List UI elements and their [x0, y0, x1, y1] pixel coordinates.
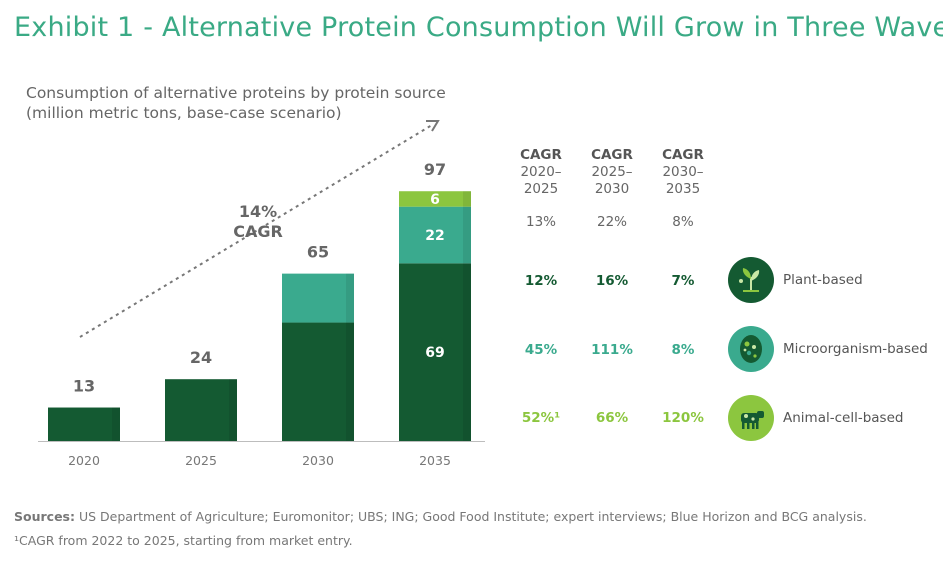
cagr-header-period-start: 2020–	[520, 164, 562, 180]
chart-subtitle: Consumption of alternative proteins by p…	[26, 83, 446, 123]
cagr-header-title: CAGR	[662, 147, 704, 163]
cagr-plant-2030-2035: 7%	[671, 273, 695, 289]
bar-shade	[346, 322, 354, 441]
legend-label-micro: Microorganism-based	[783, 341, 928, 357]
cagr-total-2025-2030: 22%	[596, 214, 627, 230]
legend-label-plant: Plant-based	[783, 272, 863, 288]
cagr-animal-2025-2030: 66%	[595, 410, 629, 426]
bar-shade	[229, 379, 237, 441]
total-label-2025: 24	[190, 348, 212, 367]
bar-shade	[112, 407, 120, 441]
sources-note: Sources: US Department of Agriculture; E…	[14, 509, 867, 524]
cagr-animal-2030-2035: 120%	[662, 410, 704, 426]
x-tick-label-2035: 2035	[419, 453, 451, 468]
cagr-plant-2020-2025: 12%	[524, 273, 558, 289]
trend-label-rate: 14%	[239, 202, 277, 221]
cagr-header-2020-2025: CAGR 2020– 2025	[511, 147, 571, 198]
bar-shade	[463, 206, 471, 264]
cagr-header-title: CAGR	[591, 147, 633, 163]
cagr-header-title: CAGR	[520, 147, 562, 163]
bar-shade	[346, 273, 354, 323]
cagr-micro-2030-2035: 8%	[671, 342, 695, 358]
x-tick-label-2020: 2020	[68, 453, 100, 468]
exhibit-title: Exhibit 1 - Alternative Protein Consumpt…	[14, 12, 943, 43]
cagr-animal-2020-2025: 52%¹	[521, 410, 561, 426]
total-label-2035: 97	[424, 160, 446, 179]
microorganism-icon	[728, 326, 774, 372]
segment-label-animal-cell-based: 6	[430, 192, 440, 208]
subtitle-line-2: (million metric tons, base-case scenario…	[26, 104, 342, 122]
total-label-2020: 13	[73, 377, 95, 396]
cagr-micro-2025-2030: 111%	[591, 342, 633, 358]
sources-label: Sources:	[14, 509, 75, 524]
cow-icon	[728, 395, 774, 441]
cagr-header-period-end: 2025	[523, 181, 559, 197]
cagr-total-2030-2035: 8%	[672, 214, 694, 230]
cagr-header-2030-2035: CAGR 2030– 2035	[653, 147, 713, 198]
x-tick-label-2025: 2025	[185, 453, 217, 468]
cagr-total-2020-2025: 13%	[525, 214, 556, 230]
sources-text: US Department of Agriculture; Euromonito…	[74, 509, 867, 524]
bar-shade	[463, 263, 471, 441]
trend-arrow-line	[79, 124, 433, 338]
cagr-header-period-start: 2025–	[591, 164, 633, 180]
total-label-2030: 65	[307, 243, 329, 262]
trend-label-cagr: CAGR	[233, 222, 283, 241]
bar-2020-plant-based	[48, 407, 120, 441]
cagr-header-period-start: 2030–	[662, 164, 704, 180]
footnote: ¹CAGR from 2022 to 2025, starting from m…	[14, 533, 353, 548]
bar-2030-microorganism-based	[282, 273, 354, 323]
subtitle-line-1: Consumption of alternative proteins by p…	[26, 84, 446, 102]
bar-2035-plant-based	[399, 263, 471, 441]
cagr-plant-2025-2030: 16%	[595, 273, 629, 289]
trend-arrow-head-icon	[426, 120, 440, 132]
bar-shade	[463, 191, 471, 207]
x-tick-label-2030: 2030	[302, 453, 334, 468]
cagr-micro-2020-2025: 45%	[524, 342, 558, 358]
bar-2025-plant-based	[165, 379, 237, 441]
bar-2035-microorganism-based	[399, 206, 471, 264]
segment-label-microorganism-based: 22	[425, 228, 444, 244]
cagr-header-period-end: 2030	[594, 181, 630, 197]
legend-label-animal: Animal-cell-based	[783, 410, 904, 426]
cagr-header-2025-2030: CAGR 2025– 2030	[582, 147, 642, 198]
segment-label-plant-based: 69	[425, 345, 444, 361]
bar-2035-animal-cell-based	[399, 191, 471, 207]
plant-sprout-icon	[728, 257, 774, 303]
cagr-header-period-end: 2035	[665, 181, 701, 197]
bar-2030-plant-based	[282, 322, 354, 441]
